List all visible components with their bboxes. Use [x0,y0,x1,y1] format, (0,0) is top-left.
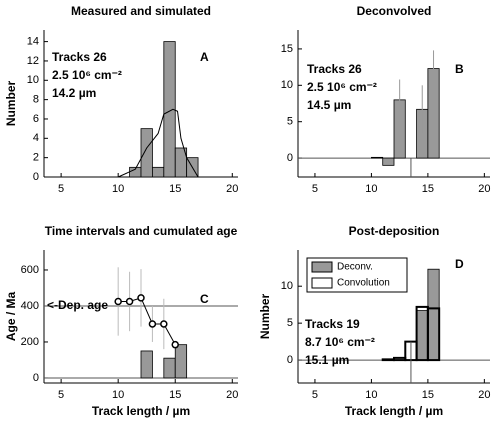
age-point [171,340,179,349]
y-axis-label: Number [4,81,18,127]
y-tick-label: 200 [21,336,39,348]
x-tick-label: 10 [365,389,377,401]
x-tick-label: 20 [226,183,238,195]
annotation: 15.1 µm [305,353,349,367]
annotation: 14.5 µm [307,98,351,112]
legend-swatch [311,261,333,273]
y-tick-label: 14 [27,36,39,48]
y-tick-label: 10 [281,280,293,292]
age-point [137,294,145,302]
y-tick-label: 15 [281,43,293,55]
y-tick-label: 4 [33,132,39,144]
age-point [160,320,168,328]
bar [163,41,176,178]
annotation: Tracks 26 [307,62,362,76]
panel-title: Measured and simulated [71,4,211,18]
x-tick-label: 10 [365,183,377,195]
x-tick-label: 10 [112,389,124,401]
panel-label: D [455,257,464,271]
x-tick-label: 5 [58,183,64,195]
legend-label: Deconv. [337,262,373,273]
panel-title: Deconvolved [357,4,432,18]
annotation: 14.2 µm [52,86,96,100]
bar [174,344,188,379]
x-tick-label: 5 [58,389,64,401]
y-axis-label: Age / Ma [4,292,18,342]
panel-label: A [200,50,209,64]
legend-label: Convolution [337,278,390,289]
annotation: 2.5 10⁶ cm⁻² [52,68,122,82]
x-tick-label: 20 [226,389,238,401]
x-tick-label: 20 [478,389,490,401]
y-tick-label: 10 [281,79,293,91]
y-tick-label: 2 [33,152,39,164]
bar [427,268,440,361]
legend-swatch [311,277,333,289]
panel-title: Time intervals and cumulated age [45,224,238,238]
age-point [125,297,134,306]
bar [382,157,395,166]
panel-title: Post-deposition [349,224,440,238]
y-tick-label: 0 [287,152,293,164]
bar [381,358,395,362]
y-tick-label: 0 [33,372,39,384]
x-tick-label: 15 [422,389,434,401]
bar [426,307,441,362]
annotation: Tracks 26 [52,50,107,64]
x-tick-label: 5 [312,389,318,401]
x-axis-label: Track length / µm [345,404,443,418]
y-tick-label: 6 [33,113,39,125]
panel-label: B [455,62,464,76]
bar [416,310,429,361]
y-tick-label: 400 [21,300,39,312]
bar [152,166,165,178]
y-tick-label: 0 [33,171,39,183]
annotation: 8.7 10⁶ cm⁻² [305,335,375,349]
y-tick-label: 12 [27,55,39,67]
age-line [118,297,176,345]
y-tick-label: 10 [27,74,39,86]
x-tick-label: 15 [169,183,181,195]
x-tick-label: 20 [478,183,490,195]
bar [140,128,153,178]
y-axis-label: Number [258,294,272,340]
y-tick-label: 600 [21,264,39,276]
simulated-line [117,108,199,178]
annotation: 2.5 10⁶ cm⁻² [307,80,377,94]
annotation: Tracks 19 [305,317,360,331]
x-tick-label: 15 [169,389,181,401]
y-tick-label: 0 [287,354,293,366]
x-tick-label: 15 [422,183,434,195]
age-point [114,297,122,306]
y-tick-label: 8 [33,94,39,106]
y-tick-label: 5 [287,116,293,128]
age-point [148,320,157,328]
bar [371,156,384,159]
x-axis-label: Track length / µm [92,404,190,418]
reference-label: <-Dep. age [47,298,108,312]
bar [163,357,176,379]
x-tick-label: 10 [112,183,124,195]
y-tick-label: 5 [287,317,293,329]
bar [140,350,153,379]
bar [393,356,407,362]
panel-label: C [200,292,209,306]
x-tick-label: 5 [312,183,318,195]
